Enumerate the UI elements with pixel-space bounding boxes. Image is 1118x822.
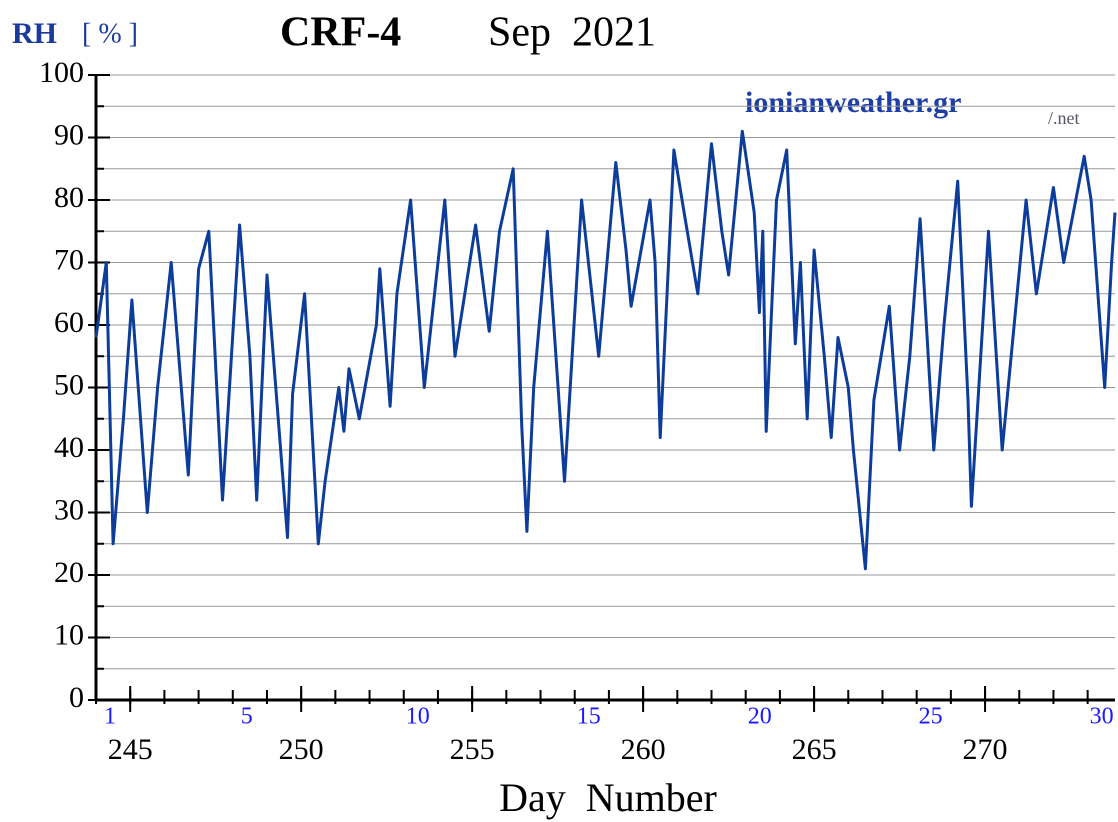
watermark: ionianweather.gr	[745, 86, 961, 119]
y-tick-label: 30	[54, 493, 84, 526]
day-label: 10	[406, 704, 430, 730]
y-tick-label: 80	[54, 181, 84, 214]
day-label: 5	[241, 704, 253, 730]
y-tick-label: 20	[54, 556, 84, 589]
y-tick-label: 100	[39, 56, 84, 89]
y-tick-label: 0	[69, 681, 84, 714]
day-label: 20	[748, 704, 772, 730]
y-tick-label: 40	[54, 431, 84, 464]
watermark-suffix: /.net	[1048, 108, 1080, 128]
x-label: Day Number	[499, 775, 717, 820]
x-tick-label: 245	[108, 733, 153, 766]
y-label: RH	[12, 17, 57, 50]
y-tick-label: 90	[54, 118, 84, 151]
x-tick-label: 250	[279, 733, 324, 766]
chart-title: CRF-4	[280, 10, 401, 56]
x-tick-label: 260	[621, 733, 666, 766]
x-tick-label: 270	[963, 733, 1008, 766]
x-tick-label: 255	[450, 733, 495, 766]
y-unit: [ % ]	[82, 18, 138, 49]
x-tick-label: 265	[792, 733, 837, 766]
day-label: 25	[919, 704, 943, 730]
chart-subtitle: Sep 2021	[488, 10, 656, 56]
day-label: 1	[104, 704, 116, 730]
y-tick-label: 50	[54, 368, 84, 401]
day-label: 15	[577, 704, 601, 730]
day-label: 30	[1090, 704, 1114, 730]
y-tick-label: 10	[54, 618, 84, 651]
y-tick-label: 70	[54, 243, 84, 276]
y-tick-label: 60	[54, 306, 84, 339]
rh-line	[94, 129, 1117, 571]
